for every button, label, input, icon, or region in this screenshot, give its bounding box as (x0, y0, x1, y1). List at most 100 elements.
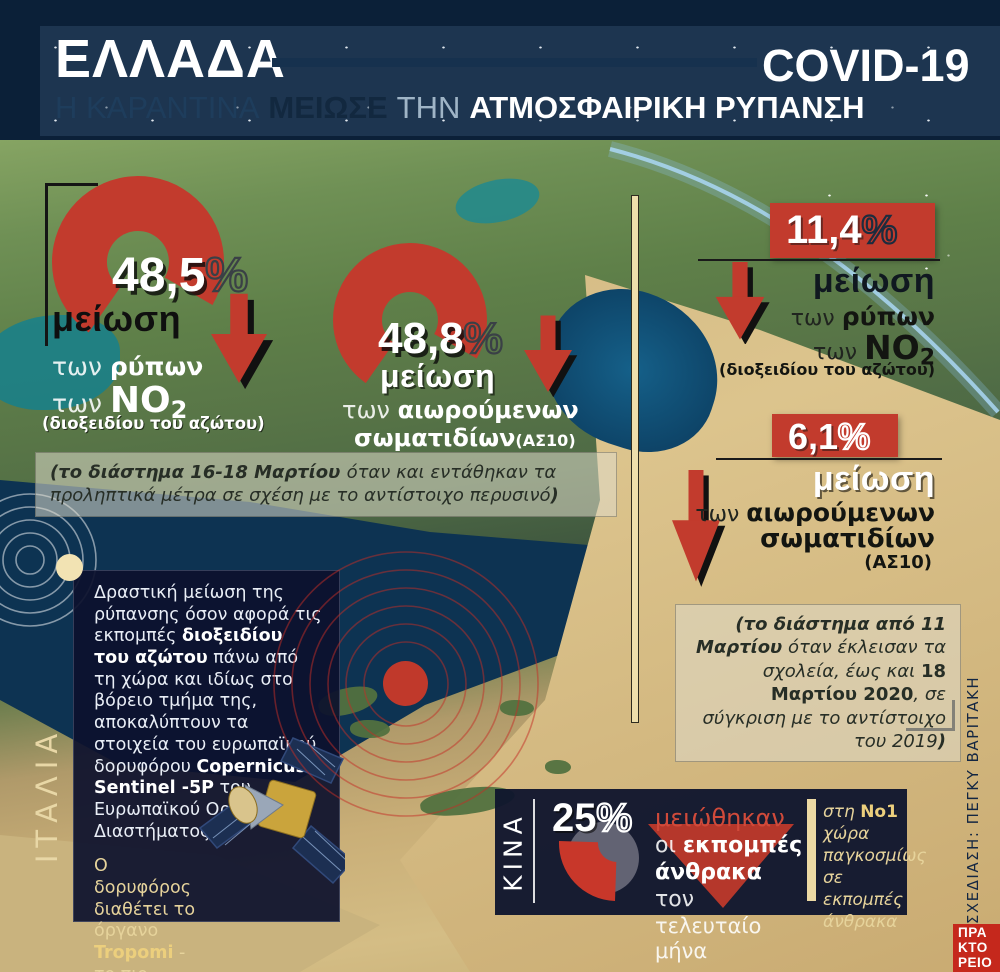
underline (698, 259, 940, 261)
red-triangle-icon (648, 824, 794, 908)
gauge-chart-no2 (52, 176, 225, 333)
stat-number: 25 (552, 796, 597, 840)
label-bold: ρύπων (841, 302, 935, 331)
gauge-chart-pm10 (332, 243, 487, 384)
subtitle-part: ΑΤΜΟΣΦΑΙΡΙΚΗ ΡΥΠΑΝΣΗ (469, 90, 865, 125)
down-arrow-icon (524, 315, 578, 398)
stat-value: 6,1% (788, 415, 871, 458)
label-bold: αιωρούμενων (397, 396, 579, 424)
stat-word: μείωση (380, 358, 496, 394)
subtitle-part: ΤΗΝ (396, 90, 461, 125)
satellite-illustration (198, 737, 345, 885)
stat-footnote: (διοξειδίου του αζώτου) (719, 360, 935, 379)
stat-label-line: των NO2 (52, 380, 187, 424)
label-thin: οι (655, 833, 683, 859)
stat-label-line: των αιωρούμενων (695, 498, 935, 527)
stat-value: 25% (552, 795, 633, 841)
header-band (40, 26, 1000, 136)
stat-number: 48,8 (378, 314, 464, 363)
label-thin: των (52, 389, 102, 418)
italy-paragraph-2: Ο δορυφόρος διαθέτει το όργανο Tropomi -… (94, 856, 323, 972)
percent-sign: % (837, 415, 871, 458)
percent-sign: % (861, 207, 899, 253)
vertical-divider (632, 196, 638, 722)
lake (0, 315, 120, 410)
note-text: όταν και εντάθηκαν τα προληπτικά μέτρα σ… (50, 462, 557, 507)
page-title-country: ΕΛΛΑΔΑ (55, 29, 286, 89)
china-line: οι εκπομπές (655, 833, 805, 860)
label-bold: ρύπων (109, 352, 204, 381)
down-arrow-icon (715, 262, 770, 344)
note-text: , σε σύγκριση με το αντίστοιχο του 2019 (702, 684, 946, 752)
corner-bracket (45, 183, 98, 346)
covid-label: COVID-19 (762, 40, 970, 91)
note-bold: 18 Μαρτίου 2020 (770, 660, 946, 706)
stat-value: 11,4% (786, 207, 899, 253)
italy-vertical-label: ΙΤΑΛΙΑ (30, 726, 64, 864)
title-divider-line (272, 58, 757, 67)
cream-dot (56, 554, 83, 581)
island (545, 760, 571, 774)
down-arrow-icon (672, 470, 726, 587)
china-line: άνθρακα τον (655, 860, 805, 914)
stat-number: 6,1 (788, 416, 839, 457)
paragraph-bold: Tropomi (94, 943, 174, 963)
agency-logo-line: ΡΕΙΟ (958, 954, 993, 970)
agency-logo-line: ΚΤΟ (958, 939, 988, 955)
label-thin: των (342, 396, 390, 424)
agency-logo: ΠΡΑ ΚΤΟ ΡΕΙΟ (953, 924, 1000, 972)
label-bold: αιωρούμενων (746, 498, 935, 527)
space-sky (0, 0, 1000, 150)
china-right-note: στη Νο1 χώρα παγκοσμίως σε εκπομπές άνθρ… (823, 801, 926, 934)
label-bold: σωματιδίων (354, 424, 516, 452)
greece-period-note: (το διάστημα 16-18 Μαρτίου όταν και εντά… (35, 452, 617, 517)
stat-word: μείωση (812, 460, 935, 498)
note-bold: Νο1 (860, 802, 898, 822)
china-tan-bar (807, 799, 816, 901)
underline (716, 458, 942, 460)
label-small: (ΑΣ10) (515, 431, 576, 450)
label-thin: των (52, 352, 102, 381)
china-line: τελευταίο μήνα (655, 913, 762, 964)
stat-label-line: των ρύπων (52, 352, 203, 381)
designer-credit: ΣΧΕΔΙΑΣΗ: ΠΕΓΚΥ ΒΑΡΙΤΑΚΗ (964, 675, 982, 925)
label-bold: NO (109, 380, 171, 421)
paragraph-text: Δραστική μείωση της ρύπανσης όσον αφορά … (94, 583, 322, 647)
stat-footnote: (ΑΣ10) (864, 552, 932, 573)
label-bold: εκπομπές (682, 833, 803, 859)
note-bold: (το διάστημα 16-18 Μαρτίου (50, 462, 347, 483)
china-separator-line (533, 799, 535, 903)
note-bold: (το διάστημα από 11 Μαρτίου (696, 614, 946, 659)
note-text: στη (823, 802, 861, 822)
percent-sign: % (463, 313, 504, 364)
percent-sign: % (595, 795, 633, 841)
agency-logo-line: ΠΡΑ (958, 925, 988, 940)
right-period-note: (το διάστημα από 11 Μαρτίου όταν έκλεισα… (675, 604, 961, 763)
paragraph-text: Ο δορυφόρος διαθέτει το όργανο (94, 856, 196, 942)
location-dot (383, 661, 428, 706)
note-bold: ) (550, 485, 559, 507)
stat-number: 11,4 (786, 208, 862, 252)
stat-word: μείωση (52, 298, 182, 339)
subtitle-part: Η ΚΑΡΑΝΤΙΝΑ (55, 90, 260, 125)
island (350, 720, 390, 738)
china-pie-chart (558, 822, 639, 901)
stat-footnote: (διοξειδίου του αζώτου) (42, 414, 265, 433)
stat-value: 48,5% (112, 248, 249, 303)
stat-label-line: των ρύπων (791, 302, 935, 331)
stat-red-box (772, 414, 898, 457)
china-vertical-label: ΚΙΝΑ (498, 812, 528, 892)
stat-label-line: σωματιδίων(ΑΣ10) (354, 424, 576, 452)
subtitle-part: ΜΕΙΩΣΕ (268, 90, 388, 125)
note-text: χώρα παγκοσμίως σε εκπομπές άνθρακα (823, 824, 927, 933)
label-thin: των (695, 502, 740, 527)
paragraph-bold: διοξειδίου του αζώτου (94, 626, 283, 669)
label-thin: τον (655, 886, 694, 912)
stat-label-line: σωματιδίων (760, 524, 935, 554)
note-text: όταν έκλεισαν τα σχολεία, έως και (762, 637, 946, 682)
island (500, 700, 534, 716)
note-bold: ) (937, 730, 946, 752)
stat-value: 48,8% (378, 313, 504, 364)
label-bold: άνθρακα (655, 860, 762, 886)
